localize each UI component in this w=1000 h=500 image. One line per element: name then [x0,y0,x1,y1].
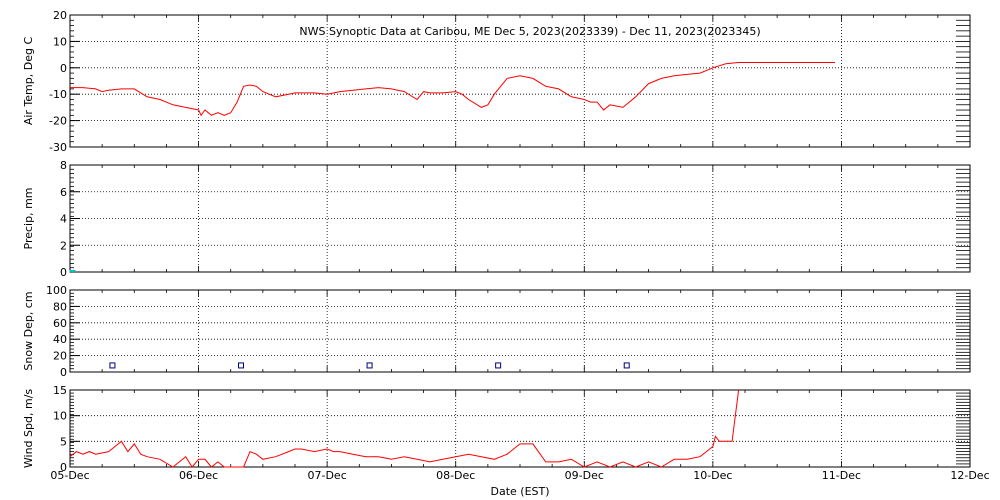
precip-bar [69,270,76,272]
snow-marker [109,362,116,369]
y-tick-label: 0 [60,461,67,474]
y-tick-label: 40 [53,333,67,346]
x-tick-label: 05-Dec [50,469,89,482]
y-axis-label: Precip, mm [22,188,35,250]
x-tick-label: 08-Dec [436,469,475,482]
y-tick-label: 10 [53,410,67,423]
y-tick-label: 10 [53,35,67,48]
y-axis-label: Snow Dep, cm [22,291,35,370]
chart-title: NWS Synoptic Data at Caribou, ME Dec 5, … [299,25,760,38]
y-tick-label: 6 [60,186,67,199]
x-tick-label: 06-Dec [179,469,218,482]
y-tick-label: -20 [49,115,67,128]
panel-frame [69,389,971,468]
y-tick-label: 100 [46,284,67,297]
y-tick-label: 8 [60,159,67,172]
y-tick-label: 4 [60,213,67,226]
y-tick-label: 15 [53,384,67,397]
y-tick-label: 80 [53,300,67,313]
panel-1: 20 10 0 -10 -20 -30 Air Temp, Deg C [22,9,971,154]
y-axis-label: Wind Spd, m/s [22,389,35,469]
series-line [70,62,835,117]
x-tick-label: 11-Dec [822,469,861,482]
snow-marker [238,362,244,369]
panel-frame [69,164,971,273]
panel-frame [69,14,971,148]
panel-3: 100 80 60 40 20 0 Snow Dep, cm [22,284,971,379]
y-tick-label: 0 [60,62,67,75]
y-tick-label: 20 [53,350,67,363]
y-axis-label: Air Temp, Deg C [22,37,35,126]
y-tick-label: 20 [53,9,67,22]
series-line [69,389,740,468]
y-tick-label: 2 [60,239,67,252]
x-tick-label: 09-Dec [565,469,604,482]
y-tick-label: 60 [53,317,67,330]
x-tick-label: 12-Dec [950,469,989,482]
x-axis-label: Date (EST) [490,485,549,498]
panel-2: 8 6 4 2 0 Precip, mm [22,159,971,279]
snow-marker [623,362,630,369]
y-tick-label: 0 [60,266,67,279]
y-tick-label: 0 [60,366,67,379]
panel-4: 15 10 5 0 Wind Spd, m/s [22,384,971,474]
snow-marker [366,362,373,369]
snow-marker [495,362,502,369]
y-tick-label: 5 [60,435,67,448]
x-tick-label: 07-Dec [308,469,347,482]
x-tick-label: 10-Dec [693,469,732,482]
y-tick-label: -30 [49,141,67,154]
panel-frame [69,289,971,373]
y-tick-label: -10 [49,88,67,101]
